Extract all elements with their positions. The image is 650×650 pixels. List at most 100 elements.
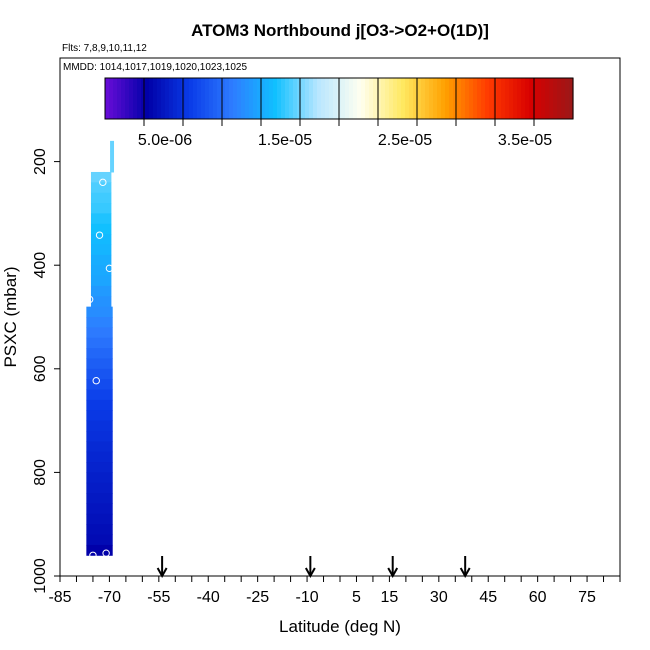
profile-cell	[86, 544, 113, 556]
colorbar-segment	[177, 78, 182, 119]
profile-cell	[86, 399, 113, 411]
profile-cell	[86, 482, 113, 494]
colorbar: 5.0e-06 1.5e-05 2.5e-05 3.5e-05	[104, 77, 574, 149]
profile-cell	[86, 358, 113, 370]
profile-cell	[110, 161, 115, 173]
colorbar-segment	[441, 78, 446, 119]
colorbar-segment	[461, 78, 466, 119]
profile-cell	[90, 254, 112, 266]
colorbar-segment	[565, 78, 570, 119]
colorbar-segment	[529, 78, 534, 119]
profile-cell	[86, 503, 113, 515]
colorbar-segment	[213, 78, 218, 119]
y-axis: 200 400 600 800 1000	[32, 148, 60, 594]
x-tick-label: -85	[48, 589, 71, 606]
colorbar-segment	[309, 78, 314, 119]
chart-title: ATOM3 Northbound j[O3->O2+O(1D)]	[191, 21, 489, 40]
colorbar-segment	[545, 78, 550, 119]
profile-cell	[86, 348, 113, 359]
colorbar-segment	[473, 78, 478, 119]
colorbar-segment	[477, 78, 482, 119]
colorbar-segment	[317, 78, 322, 119]
colorbar-segment	[557, 78, 562, 119]
colorbar-segment	[521, 78, 526, 119]
sample-point	[89, 551, 97, 559]
colorbar-segment	[373, 78, 378, 119]
sample-point	[122, 548, 130, 557]
colorbar-segment	[469, 78, 474, 119]
colorbar-segment	[193, 78, 198, 119]
colorbar-segment	[397, 78, 402, 119]
colorbar-segment	[161, 78, 166, 119]
colorbar-segment	[417, 78, 422, 119]
profile-cell	[86, 462, 113, 473]
sample-point	[85, 295, 94, 304]
colorbar-segment	[485, 78, 490, 119]
colorbar-segment	[357, 78, 362, 119]
colorbar-tick-label: 5.0e-06	[138, 132, 192, 149]
colorbar-segment	[329, 78, 334, 119]
colorbar-segment	[533, 78, 538, 119]
colorbar-segment	[157, 78, 162, 119]
colorbar-segment	[313, 78, 318, 119]
sample-point	[122, 386, 130, 394]
colorbar-segment	[341, 78, 346, 119]
y-tick-label: 600	[32, 355, 49, 382]
colorbar-segment	[305, 78, 310, 119]
y-tick-label: 800	[32, 459, 49, 486]
profile-cell	[86, 368, 113, 380]
colorbar-segment	[321, 78, 326, 119]
colorbar-segment	[369, 78, 374, 119]
colorbar-segment	[525, 78, 530, 119]
colorbar-segment	[537, 78, 542, 119]
colorbar-segment	[269, 78, 274, 119]
colorbar-segment	[245, 78, 250, 119]
flight-marker-arrowhead	[387, 567, 399, 579]
colorbar-segment	[449, 78, 454, 119]
profile-cell	[86, 306, 113, 318]
profile-cell	[90, 171, 112, 183]
colorbar-segment	[165, 78, 170, 119]
colorbar-segment	[225, 78, 230, 119]
colorbar-segment	[541, 78, 546, 119]
colorbar-segment	[345, 78, 350, 119]
colorbar-segment	[133, 78, 138, 119]
colorbar-segment	[569, 78, 574, 119]
sample-point	[122, 202, 130, 211]
colorbar-segment	[209, 78, 214, 119]
profile-cell	[110, 140, 115, 152]
profile-cell	[90, 244, 112, 256]
colorbar-segment	[429, 78, 434, 119]
x-tick-label: 15	[381, 589, 399, 606]
sample-point	[122, 262, 130, 270]
colorbar-segment	[505, 78, 510, 119]
profile-cell	[90, 285, 112, 297]
x-axis: -85 -70 -55 -40 -25 -10 5 15 30 45 60 75	[48, 576, 621, 606]
colorbar-segment	[445, 78, 450, 119]
colorbar-segment	[509, 78, 514, 119]
colorbar-segments	[105, 78, 574, 119]
colorbar-segment	[261, 78, 266, 119]
x-tick-label: 60	[529, 589, 547, 606]
y-tick-label: 200	[32, 148, 49, 175]
colorbar-segment	[201, 78, 206, 119]
x-tick-label: 5	[352, 589, 361, 606]
colorbar-segment	[285, 78, 290, 119]
x-tick-label: -10	[295, 589, 318, 606]
colorbar-segment	[121, 78, 126, 119]
colorbar-segment	[145, 78, 150, 119]
colorbar-segment	[217, 78, 222, 119]
colorbar-segment	[229, 78, 234, 119]
profile-cell	[86, 430, 113, 442]
colorbar-segment	[137, 78, 142, 119]
profile-cell	[86, 389, 113, 401]
sample-point	[92, 377, 100, 385]
sample-points	[85, 178, 130, 559]
colorbar-tick-label: 1.5e-05	[258, 132, 312, 149]
colorbar-segment	[553, 78, 558, 119]
x-tick-label: 45	[479, 589, 497, 606]
profile-cell	[86, 379, 113, 391]
x-axis-label: Latitude (deg N)	[279, 617, 401, 636]
profile-cell	[90, 265, 112, 277]
colorbar-segment	[253, 78, 258, 119]
